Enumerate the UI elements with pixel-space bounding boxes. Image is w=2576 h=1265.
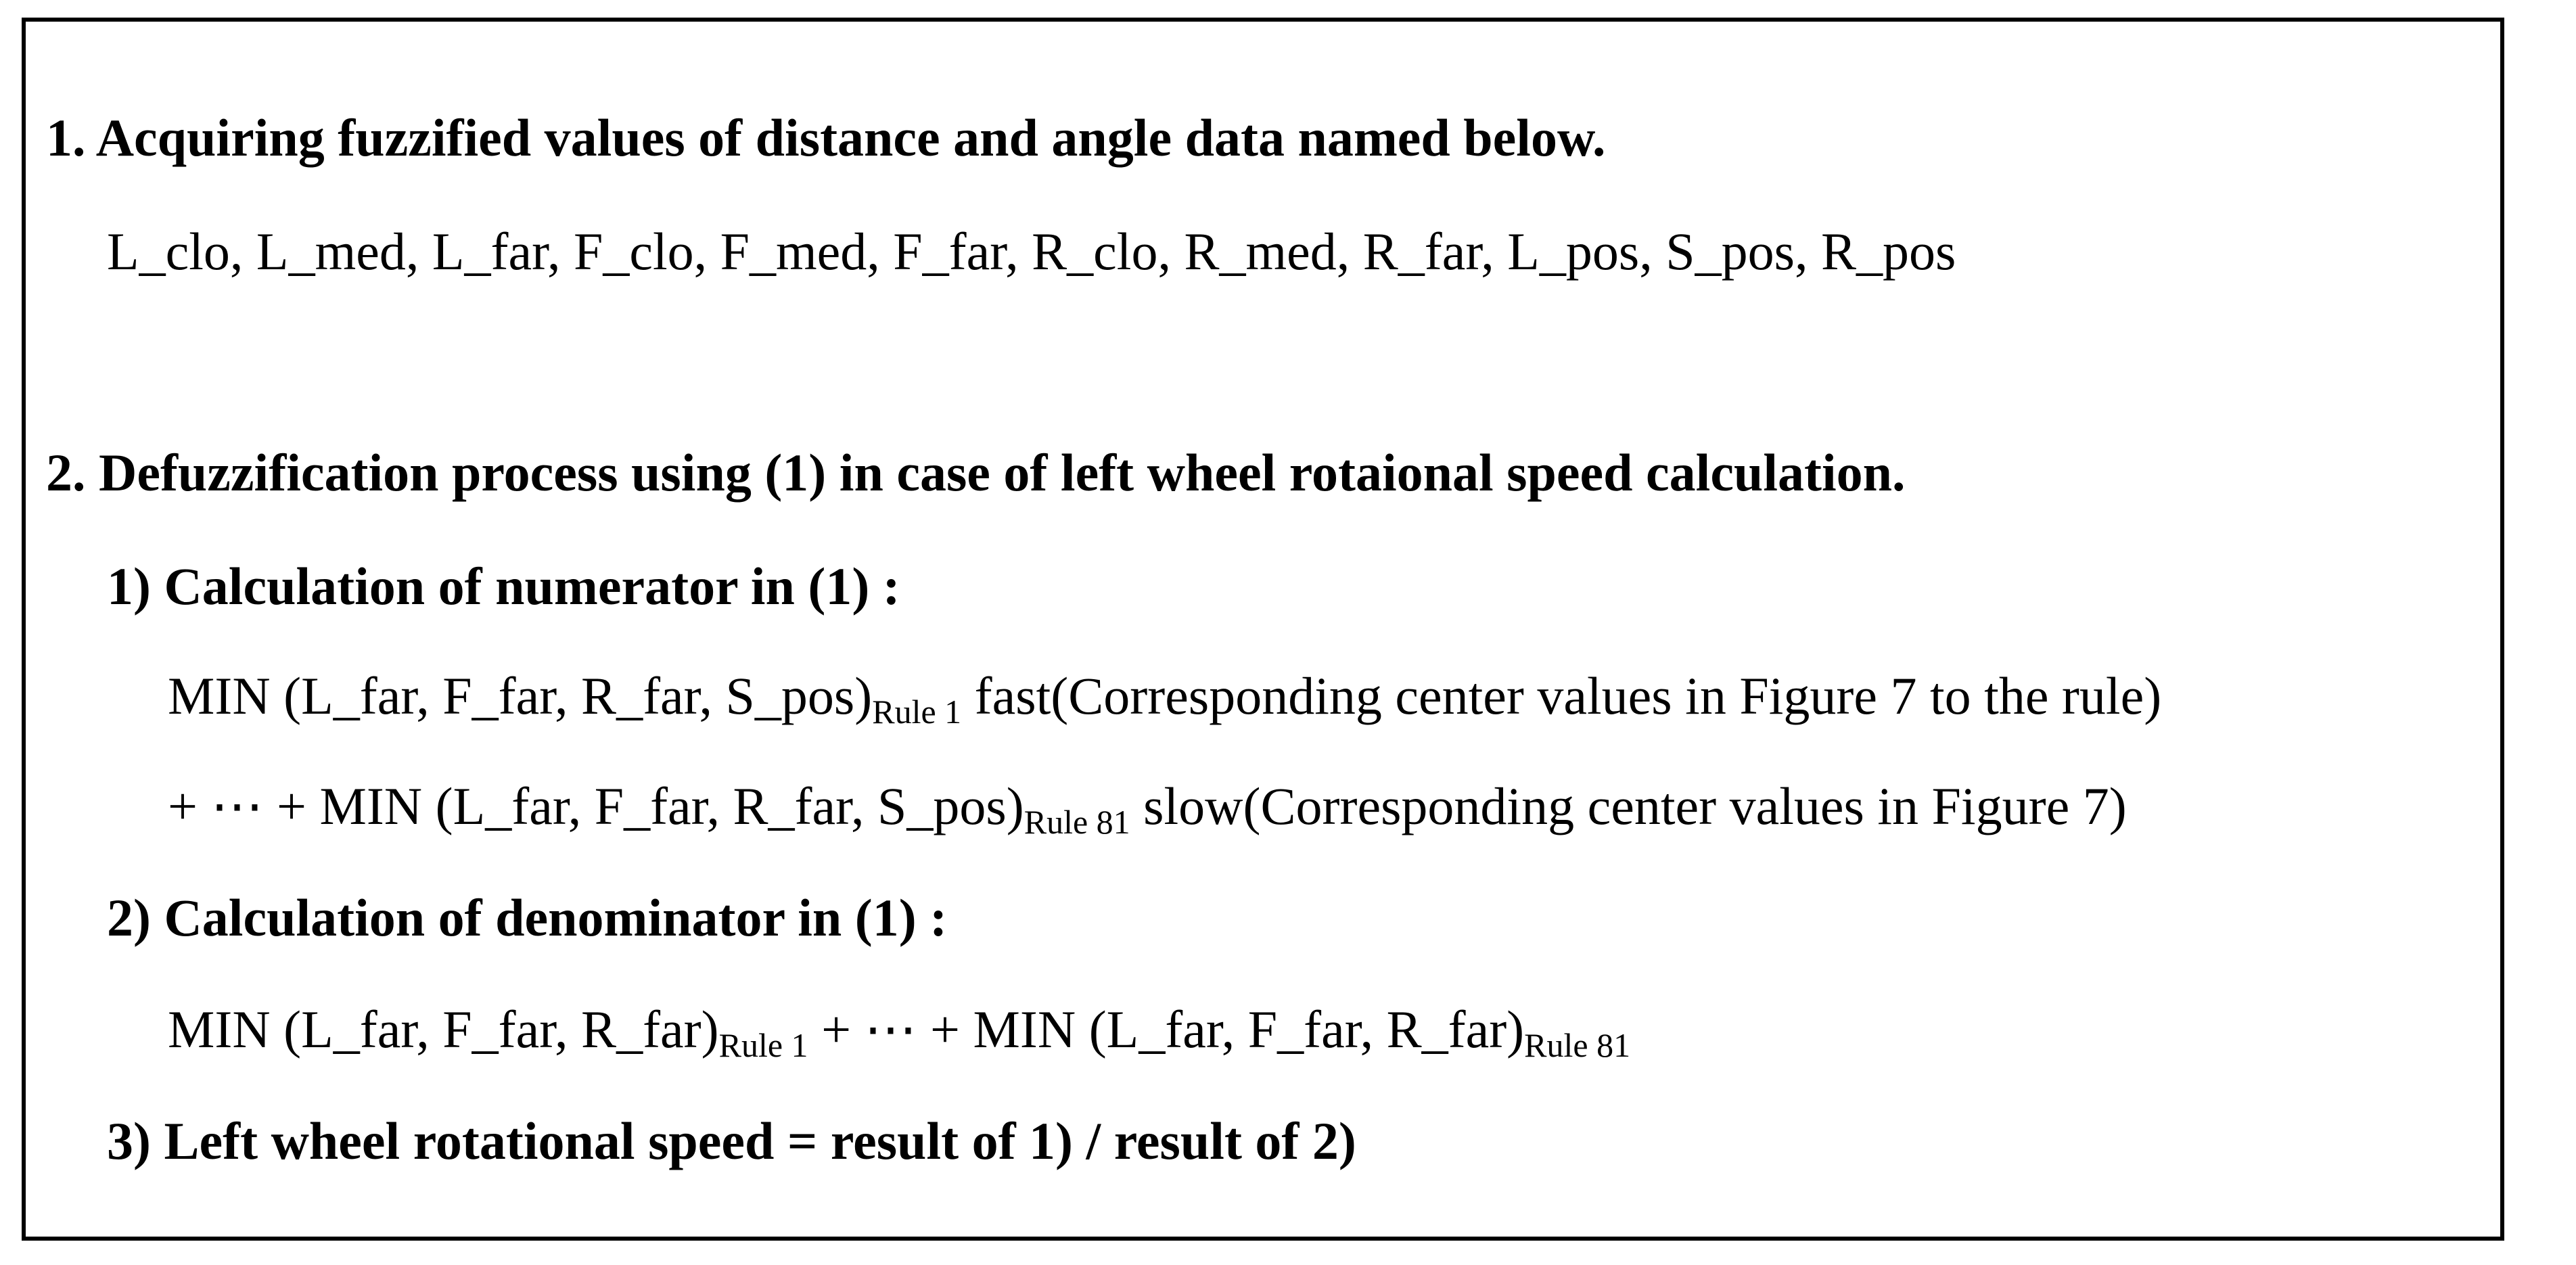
denominator-line: MIN (L_far, F_far, R_far)Rule 1 + ⋯ + MI… xyxy=(168,1000,1630,1063)
numerator-line-2-tail: slow(Corresponding center values in Figu… xyxy=(1130,777,2127,835)
denominator-subscript-a: Rule 1 xyxy=(718,1026,808,1064)
section-2-heading: 2. Defuzzification process using (1) in … xyxy=(46,443,1906,502)
fuzzified-variable-list: L_clo, L_med, L_far, F_clo, F_med, F_far… xyxy=(107,222,1956,281)
numerator-line-1-subscript: Rule 1 xyxy=(872,693,962,731)
numerator-line-2-expression: + ⋯ + MIN (L_far, F_far, R_far, S_pos) xyxy=(168,777,1024,835)
numerator-line-2: + ⋯ + MIN (L_far, F_far, R_far, S_pos)Ru… xyxy=(168,777,2127,840)
step-2-heading: 2) Calculation of denominator in (1) : xyxy=(107,888,948,947)
denominator-expression-a: MIN (L_far, F_far, R_far) xyxy=(168,1000,719,1059)
step-3-heading: 3) Left wheel rotational speed = result … xyxy=(107,1111,1356,1170)
section-1-heading: 1. Acquiring fuzzified values of distanc… xyxy=(46,108,1606,167)
content-frame xyxy=(22,18,2504,1241)
numerator-line-1-expression: MIN (L_far, F_far, R_far, S_pos) xyxy=(168,666,873,725)
numerator-line-2-subscript: Rule 81 xyxy=(1024,803,1130,841)
denominator-expression-b: + ⋯ + MIN (L_far, F_far, R_far) xyxy=(808,1000,1525,1059)
denominator-subscript-b: Rule 81 xyxy=(1524,1026,1631,1064)
step-1-heading: 1) Calculation of numerator in (1) : xyxy=(107,557,900,616)
numerator-line-1-tail: fast(Corresponding center values in Figu… xyxy=(961,666,2162,725)
numerator-line-1: MIN (L_far, F_far, R_far, S_pos)Rule 1 f… xyxy=(168,670,2161,729)
